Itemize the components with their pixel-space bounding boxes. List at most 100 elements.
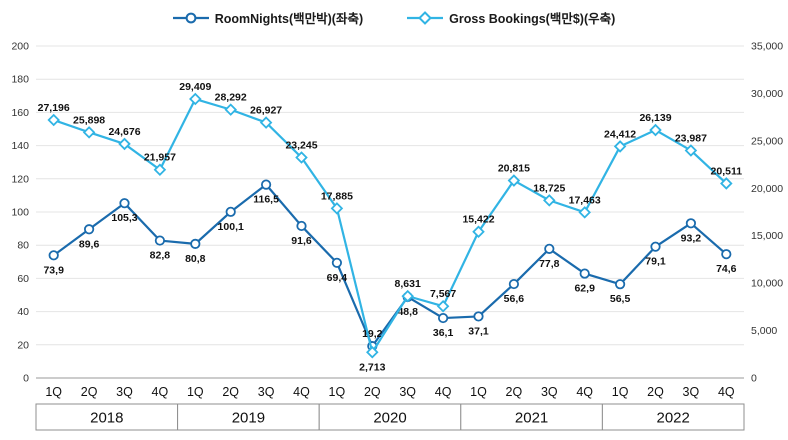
circle-marker bbox=[119, 198, 130, 209]
left-axis-tick-label: 40 bbox=[17, 306, 29, 318]
diamond-marker bbox=[224, 103, 237, 116]
left-axis-tick-label: 0 bbox=[23, 373, 29, 385]
diamond-marker bbox=[153, 163, 167, 176]
data-label: 37,1 bbox=[468, 325, 489, 337]
diamond-marker bbox=[259, 116, 273, 129]
diamond-marker bbox=[543, 194, 556, 207]
x-axis-label: 1Q bbox=[329, 385, 346, 399]
data-label: 26,139 bbox=[639, 112, 671, 124]
circle-marker-icon bbox=[185, 12, 197, 23]
series-line-roomnights bbox=[53, 183, 728, 348]
legend-item-roomnights: RoomNights(백만박)(좌축) bbox=[172, 8, 363, 27]
left-axis-tick-label: 140 bbox=[11, 140, 29, 152]
right-axis-tick-label: 5,000 bbox=[751, 325, 777, 337]
data-label: 27,196 bbox=[38, 102, 70, 114]
x-axis-label: 1Q bbox=[470, 385, 487, 399]
data-label: 23,245 bbox=[285, 140, 317, 152]
data-label: 62,9 bbox=[574, 283, 595, 295]
diamond-marker bbox=[401, 289, 414, 303]
data-label: 36,1 bbox=[433, 327, 454, 339]
x-axis-label: 4Q bbox=[152, 385, 169, 399]
year-box bbox=[601, 403, 745, 431]
data-label: 7,567 bbox=[430, 288, 456, 300]
left-axis-tick-label: 160 bbox=[11, 107, 29, 119]
x-axis-label: 2Q bbox=[81, 385, 98, 399]
data-label: 18,725 bbox=[533, 182, 565, 194]
circle-marker bbox=[84, 224, 95, 235]
diamond-marker bbox=[47, 113, 60, 127]
left-axis-tick-label: 20 bbox=[17, 339, 29, 351]
year-box bbox=[177, 403, 320, 431]
data-label: 20,511 bbox=[711, 165, 743, 177]
left-axis-tick-label: 120 bbox=[11, 173, 29, 185]
data-label: 15,422 bbox=[462, 214, 494, 226]
circle-marker bbox=[721, 249, 732, 260]
year-label: 2022 bbox=[657, 410, 690, 427]
diamond-marker bbox=[330, 202, 344, 215]
circle-marker bbox=[48, 250, 59, 261]
legend-label-gross-bookings: Gross Bookings(백만$)(우축) bbox=[449, 12, 616, 26]
data-label: 69,4 bbox=[327, 272, 348, 284]
series-line-gross-bookings bbox=[53, 97, 728, 354]
data-label: 80,8 bbox=[185, 253, 206, 265]
gross-bookings-line-marker-icon bbox=[407, 10, 444, 25]
year-label: 2018 bbox=[90, 410, 123, 427]
diamond-marker bbox=[366, 345, 379, 359]
circle-marker bbox=[650, 241, 661, 252]
right-axis-tick-label: 10,000 bbox=[751, 278, 783, 290]
data-label: 89,6 bbox=[79, 238, 100, 250]
data-label: 91,6 bbox=[291, 235, 312, 247]
right-axis-tick-label: 25,000 bbox=[751, 135, 783, 147]
circle-marker bbox=[473, 311, 484, 322]
x-axis-label: 3Q bbox=[541, 385, 558, 399]
diamond-marker bbox=[649, 123, 662, 137]
data-label: 77,8 bbox=[539, 258, 560, 270]
x-axis-label: 4Q bbox=[293, 385, 310, 399]
x-axis-label: 2Q bbox=[222, 385, 239, 399]
diamond-marker bbox=[684, 144, 698, 157]
circle-marker bbox=[190, 238, 201, 249]
data-label: 21,957 bbox=[144, 152, 176, 164]
roomnights-line-marker-icon bbox=[172, 12, 209, 23]
left-axis-tick-label: 100 bbox=[11, 207, 29, 219]
circle-marker bbox=[154, 235, 165, 246]
data-label: 17,885 bbox=[321, 190, 353, 202]
data-label: 93,2 bbox=[681, 232, 702, 244]
diamond-marker bbox=[507, 174, 521, 187]
year-label: 2019 bbox=[232, 410, 265, 427]
circle-marker bbox=[260, 179, 272, 190]
right-axis-tick-label: 15,000 bbox=[751, 230, 783, 242]
circle-marker bbox=[331, 257, 342, 268]
left-axis-tick-label: 60 bbox=[17, 273, 29, 285]
data-label: 24,412 bbox=[604, 128, 636, 140]
left-axis-tick-label: 80 bbox=[17, 240, 29, 252]
legend: RoomNights(백만박)(좌축) Gross Bookings(백만$)(… bbox=[0, 8, 788, 27]
data-label: 23,987 bbox=[675, 132, 707, 144]
data-label: 74,6 bbox=[716, 263, 737, 275]
circle-marker bbox=[685, 218, 697, 229]
year-label: 2020 bbox=[373, 410, 406, 427]
data-label: 25,898 bbox=[73, 114, 105, 126]
diamond-marker bbox=[578, 206, 591, 219]
x-axis-label: 3Q bbox=[683, 385, 700, 399]
data-label: 82,8 bbox=[150, 250, 171, 262]
circle-marker bbox=[508, 278, 520, 290]
diamond-marker-icon bbox=[418, 10, 433, 25]
year-box bbox=[35, 403, 179, 431]
legend-item-gross-bookings: Gross Bookings(백만$)(우축) bbox=[407, 8, 615, 27]
circle-marker bbox=[296, 220, 307, 232]
left-axis-tick-label: 180 bbox=[11, 74, 29, 86]
circle-marker bbox=[579, 268, 590, 279]
data-label: 48,8 bbox=[397, 306, 418, 318]
data-label: 19,2 bbox=[362, 328, 383, 340]
data-label: 100,1 bbox=[218, 221, 244, 233]
data-label: 8,631 bbox=[395, 278, 421, 290]
diamond-marker bbox=[82, 126, 96, 139]
data-label: 56,6 bbox=[504, 293, 525, 305]
diamond-marker bbox=[189, 92, 202, 106]
data-label: 24,676 bbox=[108, 126, 140, 138]
data-label: 17,463 bbox=[569, 194, 601, 206]
diamond-marker bbox=[295, 151, 308, 164]
